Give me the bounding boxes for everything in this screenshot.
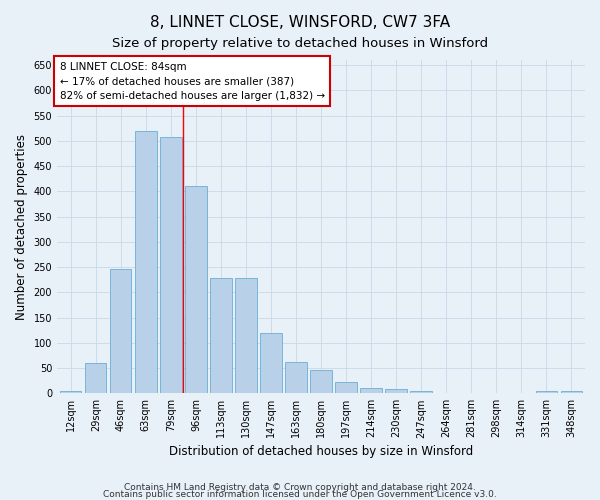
Bar (160, 138, 182, 394)
Bar (110, 269, 131, 394)
Bar (210, 278, 232, 394)
Bar (361, 388, 382, 394)
Bar (235, 278, 257, 394)
Bar (286, 362, 307, 394)
Y-axis label: Number of detached properties: Number of detached properties (15, 134, 28, 320)
Bar (560, 391, 582, 394)
Bar (335, 382, 356, 394)
X-axis label: Distribution of detached houses by size in Winsford: Distribution of detached houses by size … (169, 444, 473, 458)
Bar (536, 391, 557, 394)
Text: 8 LINNET CLOSE: 84sqm
← 17% of detached houses are smaller (387)
82% of semi-det: 8 LINNET CLOSE: 84sqm ← 17% of detached … (59, 62, 325, 102)
Text: Contains HM Land Registry data © Crown copyright and database right 2024.: Contains HM Land Registry data © Crown c… (124, 484, 476, 492)
Bar (485, 393, 507, 394)
Bar (135, 131, 157, 394)
Bar (260, 332, 281, 394)
Text: Contains public sector information licensed under the Open Government Licence v3: Contains public sector information licen… (103, 490, 497, 499)
Bar (385, 390, 407, 394)
Bar (85, 363, 106, 394)
Bar (436, 393, 457, 394)
Bar (185, 186, 206, 394)
Bar (410, 391, 432, 394)
Bar (60, 392, 82, 394)
Text: Size of property relative to detached houses in Winsford: Size of property relative to detached ho… (112, 38, 488, 51)
Bar (310, 370, 332, 394)
Text: 8, LINNET CLOSE, WINSFORD, CW7 3FA: 8, LINNET CLOSE, WINSFORD, CW7 3FA (150, 15, 450, 30)
